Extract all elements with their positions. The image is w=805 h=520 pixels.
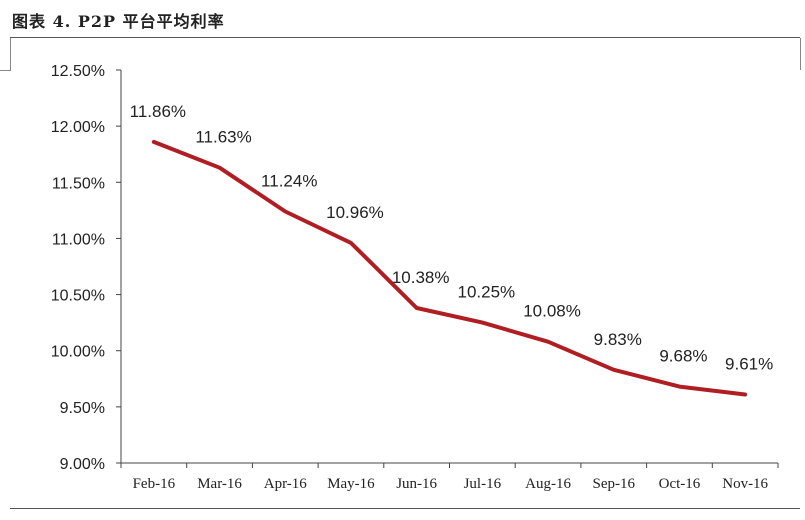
figure-title: 图表 4. P2P 平台平均利率 (12, 12, 225, 31)
top-rule (10, 37, 800, 38)
data-label: 11.24% (261, 171, 317, 190)
y-tick-label: 10.00% (51, 344, 105, 361)
y-ticks: 9.00% 9.50% 10.00% 10.50% 11.00% 11.50% 12.00%… (51, 63, 121, 473)
data-label: 10.38% (392, 268, 450, 287)
y-tick-label: 9.00% (60, 456, 105, 473)
x-tick-label: Feb-16 (133, 476, 176, 492)
y-tick-label: 11.00% (52, 231, 105, 248)
frame-corner-left-tick (0, 70, 11, 71)
x-tick-label: Jun-16 (396, 476, 437, 492)
y-tick-label: 12.00% (51, 119, 105, 136)
x-tick-label: Mar-16 (197, 476, 242, 492)
frame-corner-right (800, 38, 801, 70)
x-tick-label: Aug-16 (525, 476, 571, 492)
frame-corner-left (10, 38, 11, 70)
y-tick-label: 10.50% (51, 288, 105, 305)
series-line (151, 139, 748, 397)
x-tick-label: Jul-16 (464, 476, 502, 492)
x-ticks: Feb-16 Mar-16 Apr-16 May-16 Jun-16 Jul-16 Aug-… (120, 463, 779, 492)
data-label: 9.68% (659, 347, 707, 366)
x-tick-label: Nov-16 (722, 476, 768, 492)
data-labels: 11.86% 11.63% 11.24% 10.96% 10.38% 10.25% 10.0… (130, 102, 774, 374)
data-label: 11.63% (195, 128, 251, 147)
data-label: 11.86% (130, 102, 186, 121)
x-tick-label: May-16 (327, 476, 375, 492)
x-tick-label: Oct-16 (659, 476, 701, 492)
data-label: 10.25% (458, 283, 516, 302)
series-layer (151, 139, 748, 397)
y-tick-label: 9.50% (60, 400, 105, 417)
data-label: 9.61% (725, 355, 773, 374)
y-tick-label: 11.50% (52, 175, 105, 192)
x-tick-label: Apr-16 (264, 476, 308, 492)
x-tick-label: Sep-16 (593, 476, 636, 492)
data-label: 10.08% (523, 302, 581, 321)
y-tick-label: 12.50% (51, 63, 105, 80)
data-label: 9.83% (594, 330, 642, 349)
data-label: 10.96% (326, 203, 384, 222)
bottom-rule (10, 508, 800, 509)
